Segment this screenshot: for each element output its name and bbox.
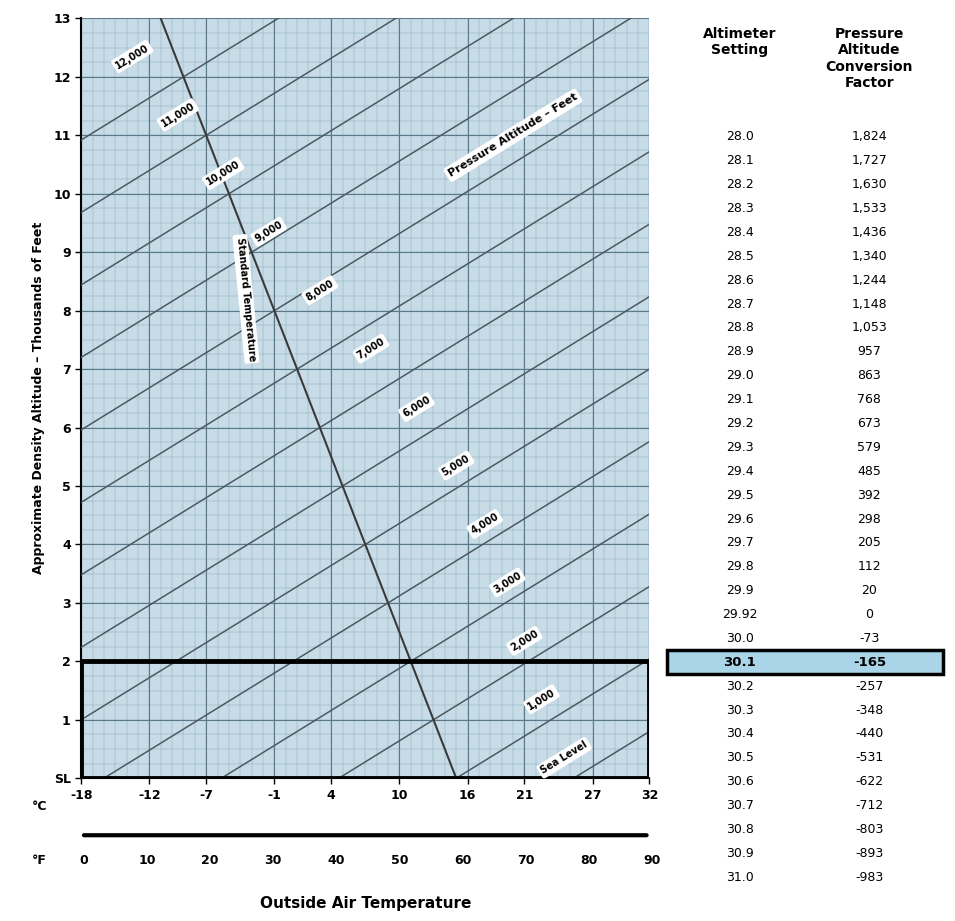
Text: -893: -893 [856, 847, 883, 860]
Text: 1,000: 1,000 [525, 687, 557, 712]
Text: 0: 0 [79, 855, 88, 868]
Text: 863: 863 [858, 369, 881, 382]
Text: 957: 957 [858, 345, 881, 358]
Text: 90: 90 [644, 855, 661, 868]
Text: 29.7: 29.7 [726, 536, 753, 550]
Text: 30: 30 [265, 855, 282, 868]
Text: -348: -348 [856, 704, 883, 717]
Text: 20: 20 [202, 855, 219, 868]
Text: 80: 80 [580, 855, 598, 868]
Text: 70: 70 [517, 855, 535, 868]
Text: 28.1: 28.1 [726, 154, 753, 168]
Text: 29.1: 29.1 [726, 393, 753, 406]
Text: 298: 298 [858, 512, 881, 526]
Text: -983: -983 [856, 871, 883, 884]
Text: 5,000: 5,000 [440, 453, 472, 478]
Text: 30.6: 30.6 [726, 775, 753, 788]
Text: 485: 485 [858, 465, 881, 478]
Text: 1,727: 1,727 [852, 154, 887, 168]
Text: 11,000: 11,000 [159, 100, 197, 129]
Text: 673: 673 [858, 417, 881, 430]
Text: 6,000: 6,000 [401, 395, 433, 419]
Text: 12,000: 12,000 [114, 42, 151, 71]
Text: 0: 0 [865, 608, 874, 621]
Text: 50: 50 [391, 855, 408, 868]
Text: 30.0: 30.0 [726, 632, 753, 645]
Text: 4,000: 4,000 [469, 512, 500, 536]
Text: 1,244: 1,244 [852, 274, 887, 286]
Text: 9,000: 9,000 [253, 219, 285, 244]
Bar [81, 661, 649, 778]
Text: 29.0: 29.0 [726, 369, 753, 382]
Text: 28.3: 28.3 [726, 202, 753, 215]
Text: -440: -440 [856, 728, 883, 740]
Text: 30.1: 30.1 [724, 656, 756, 669]
Text: 29.5: 29.5 [726, 489, 753, 502]
Text: 29.9: 29.9 [726, 584, 753, 597]
Text: 28.5: 28.5 [726, 250, 753, 262]
Text: 2,000: 2,000 [509, 628, 541, 653]
Text: 1,824: 1,824 [852, 131, 887, 144]
Text: Pressure Altitude – Feet: Pressure Altitude – Feet [447, 92, 580, 179]
Y-axis label: Approximate Density Altitude – Thousands of Feet: Approximate Density Altitude – Thousands… [32, 222, 45, 575]
Text: 29.3: 29.3 [726, 441, 753, 454]
Text: 31.0: 31.0 [726, 871, 753, 884]
Text: 40: 40 [328, 855, 345, 868]
Text: Sea Level: Sea Level [539, 740, 589, 776]
Text: 28.8: 28.8 [726, 321, 753, 334]
Text: 60: 60 [454, 855, 471, 868]
Text: -712: -712 [856, 799, 883, 812]
Text: -531: -531 [856, 752, 883, 764]
Text: 29.92: 29.92 [722, 608, 757, 621]
Text: 1,340: 1,340 [852, 250, 887, 262]
Text: Standard Temperature: Standard Temperature [235, 237, 257, 361]
Text: 30.7: 30.7 [726, 799, 753, 812]
Text: 28.9: 28.9 [726, 345, 753, 358]
Text: Altimeter
Setting: Altimeter Setting [703, 27, 776, 57]
Text: 7,000: 7,000 [355, 336, 387, 361]
Text: 20: 20 [861, 584, 878, 597]
Bar [667, 650, 943, 674]
Text: -257: -257 [855, 680, 883, 693]
Text: 10: 10 [138, 855, 156, 868]
Text: 10,000: 10,000 [204, 159, 242, 187]
Text: 30.9: 30.9 [726, 847, 753, 860]
Text: 30.8: 30.8 [726, 823, 753, 836]
Text: Pressure
Altitude
Conversion
Factor: Pressure Altitude Conversion Factor [826, 27, 913, 89]
Text: 1,436: 1,436 [852, 226, 887, 239]
Text: 28.4: 28.4 [726, 226, 753, 239]
Text: -73: -73 [860, 632, 880, 645]
Text: 205: 205 [858, 536, 881, 550]
Text: 1,533: 1,533 [852, 202, 887, 215]
Text: 579: 579 [858, 441, 881, 454]
Text: 8,000: 8,000 [304, 278, 335, 303]
Text: 1,148: 1,148 [852, 297, 887, 310]
Text: 30.4: 30.4 [726, 728, 753, 740]
Text: -803: -803 [855, 823, 883, 836]
Text: 1,630: 1,630 [852, 178, 887, 192]
Text: 29.8: 29.8 [726, 560, 753, 573]
Text: 28.6: 28.6 [726, 274, 753, 286]
Text: 28.2: 28.2 [726, 178, 753, 192]
Text: -165: -165 [853, 656, 886, 669]
Text: 768: 768 [858, 393, 881, 406]
Text: 1,053: 1,053 [852, 321, 887, 334]
Text: 3,000: 3,000 [492, 570, 523, 595]
Text: Outside Air Temperature: Outside Air Temperature [260, 896, 471, 911]
Text: -622: -622 [856, 775, 883, 788]
Text: 29.6: 29.6 [726, 512, 753, 526]
Text: °C: °C [32, 799, 47, 812]
Text: 30.2: 30.2 [726, 680, 753, 693]
Text: 112: 112 [858, 560, 881, 573]
Text: °F: °F [32, 855, 47, 868]
Text: 28.7: 28.7 [726, 297, 753, 310]
Text: 30.5: 30.5 [726, 752, 753, 764]
Text: 28.0: 28.0 [726, 131, 753, 144]
Text: 30.3: 30.3 [726, 704, 753, 717]
Text: 392: 392 [858, 489, 881, 502]
Text: 29.2: 29.2 [726, 417, 753, 430]
Text: 29.4: 29.4 [726, 465, 753, 478]
